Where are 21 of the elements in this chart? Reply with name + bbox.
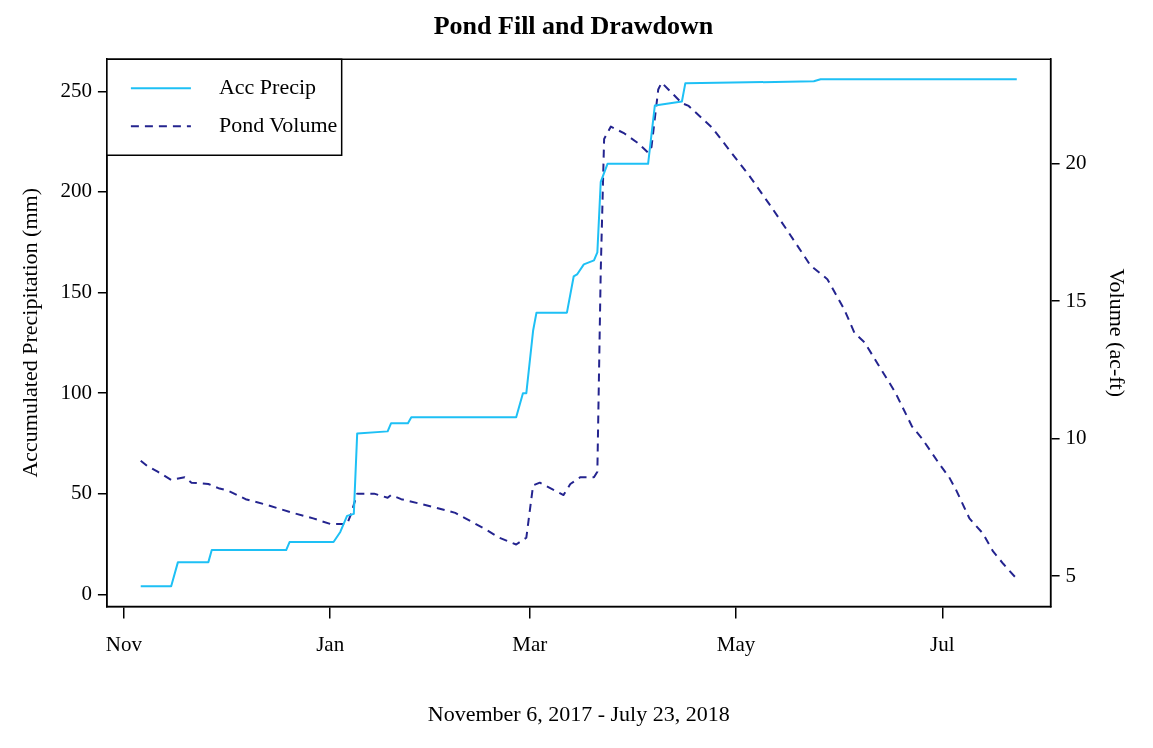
y-tick-label: 150 [60,279,92,304]
y-axis-title: Accumulated Precipitation (mm) [16,188,42,478]
y-tick-label: 100 [60,379,92,404]
legend-label: Pond Volume [218,111,338,137]
y-tick-label: 0 [81,580,92,605]
chart-title: Pond Fill and Drawdown [433,11,714,41]
y-tick-label: 200 [60,178,92,203]
x-tick-label: Nov [105,631,143,656]
y2-tick-label: 10 [1065,425,1087,450]
legend-label: Acc Precip [218,73,317,99]
y2-tick-label: 20 [1065,150,1087,175]
x-tick-label: May [716,631,756,656]
y-tick-label: 250 [60,77,92,102]
y2-tick-label: 15 [1065,287,1087,312]
y2-tick-label: 5 [1065,562,1077,587]
y-tick-label: 50 [70,480,92,505]
x-tick-label: Mar [512,631,548,656]
x-tick-label: Jan [316,631,345,656]
y2-axis-title: Volume (ac-ft) [1105,268,1131,398]
x-tick-label: Jul [930,631,955,656]
x-axis-title: November 6, 2017 - July 23, 2018 [427,700,730,726]
